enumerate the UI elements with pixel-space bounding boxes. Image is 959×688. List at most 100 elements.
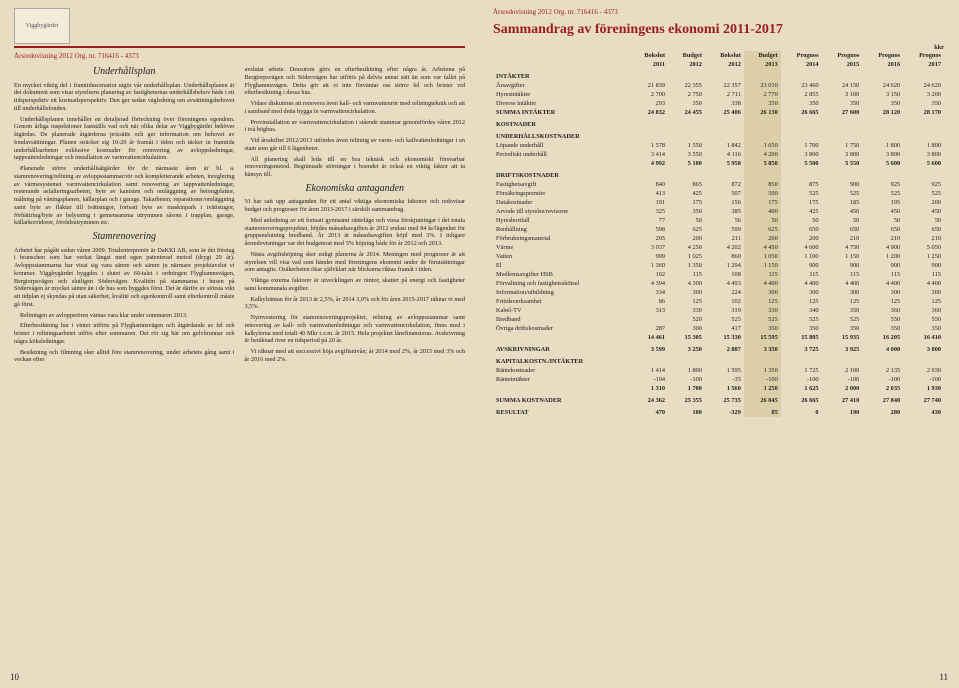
col-label [493,51,629,60]
cell: 224 [705,288,744,297]
table-row: Försäkringspremier4134255075005255255255… [493,189,944,198]
cell: 1 350 [744,366,781,375]
cell: 115 [781,270,822,279]
cell: 999 [629,252,668,261]
cell: 350 [744,99,781,108]
cell: 4 400 [862,279,903,288]
cell: 102 [629,270,668,279]
cell: -100 [744,375,781,384]
cell: 26 665 [781,393,822,405]
cell: 1 310 [629,384,668,393]
cell: 115 [862,270,903,279]
cell: 350 [903,99,944,108]
table-row: KOSTNADER [493,117,944,129]
cell: 2 000 [822,384,863,393]
cell: 1 150 [744,261,781,270]
cell: 3 550 [668,150,705,159]
cell: 5 600 [903,159,944,168]
cell: 1 725 [781,366,822,375]
cell: 0 [781,405,822,417]
cell: 425 [781,207,822,216]
cell: 50 [668,216,705,225]
cell: 2 030 [903,366,944,375]
cell: 417 [705,324,744,333]
cell: 2 855 [781,90,822,99]
cell: 26 665 [781,108,822,117]
para: avslutat arbete. Dessutom görs en efterb… [245,66,466,97]
cell: 850 [744,180,781,189]
cell: 1 700 [668,384,705,393]
table-row: INTÄKTER [493,69,944,81]
cell: 330 [668,306,705,315]
cell: 195 [862,198,903,207]
cell: 4 600 [781,243,822,252]
table-row: Löpande underhåll1 5781 5501 8421 6501 7… [493,141,944,150]
cell: 1 150 [822,252,863,261]
row-label: Värme [493,243,629,252]
cell: 350 [822,99,863,108]
cell: 25 355 [668,393,705,405]
row-label: Periodiskt underhåll [493,150,629,159]
para: Viktiga externa faktorer är utvecklingen… [245,277,466,293]
cell: 2 770 [744,90,781,99]
cell: 925 [903,180,944,189]
table-row: Fastighetsavgift840865872850875900925925 [493,180,944,189]
cell: 125 [822,297,863,306]
cell: 100 [668,405,705,417]
cell: 3 800 [862,150,903,159]
row-label: Vatten [493,252,629,261]
cell: 300 [668,288,705,297]
cell: 900 [862,261,903,270]
cell: 313 [629,306,668,315]
cell: 26 130 [744,108,781,117]
cell: 5 100 [668,159,705,168]
para: Planerade större underhållsåtgärder för … [14,165,235,227]
row-label: Diverse intäkter [493,99,629,108]
para: En mycket viktig del i framtidsscenariot… [14,82,235,113]
cell: 300 [903,288,944,297]
cell: 450 [903,207,944,216]
table-row: Värme3 9374 2504 2024 4504 6004 7504 900… [493,243,944,252]
cell: 210 [862,234,903,243]
table-row: Övriga driftskostnader287300417350350350… [493,324,944,333]
table-row: Ränteintäkter-104-100-35-100-100-100-100… [493,375,944,384]
cell: 1 800 [668,366,705,375]
heading-ekonomiska: Ekonomiska antaganden [245,183,466,196]
logo: Viggbygärdet [14,8,70,44]
cell: 4 450 [744,243,781,252]
col-header: Budget [668,51,705,60]
cell: 1 650 [744,141,781,150]
cell: 1 578 [629,141,668,150]
cell: 56 [705,216,744,225]
para: Arbetet har pågått sedan våren 2009. Tot… [14,247,235,309]
cell: 1 360 [629,261,668,270]
financial-table: BokslutBudgetBokslutBudgetPrognosPrognos… [493,51,944,417]
cell: 3 599 [629,342,668,354]
cell: 4 202 [705,243,744,252]
cell: -100 [903,375,944,384]
page-number-left: 10 [10,672,19,682]
cell: 50 [862,216,903,225]
row-label: Fritidsverksamhet [493,297,629,306]
cell: 319 [705,306,744,315]
cell: 3 800 [903,150,944,159]
cell: 28 120 [862,108,903,117]
cell: 24 150 [822,81,863,90]
cell: 200 [744,234,781,243]
cell: 27 740 [903,393,944,405]
cell: 287 [629,324,668,333]
cell: 300 [744,288,781,297]
cell: 330 [744,306,781,315]
cell: 102 [705,297,744,306]
cell: 4 750 [822,243,863,252]
table-row: Förvaltning och fastighetsskötsel4 3944 … [493,279,944,288]
row-label: UNDERHÅLLSKOSTNADER [493,129,629,141]
cell: 15 935 [822,333,863,342]
cell: 190 [822,405,863,417]
cell: 4 250 [668,243,705,252]
cell: 525 [781,315,822,324]
row-label: Räntekostnader [493,366,629,375]
cell: 4 900 [862,243,903,252]
row-label: Datakostnader [493,198,629,207]
row-label: Renhållning [493,225,629,234]
